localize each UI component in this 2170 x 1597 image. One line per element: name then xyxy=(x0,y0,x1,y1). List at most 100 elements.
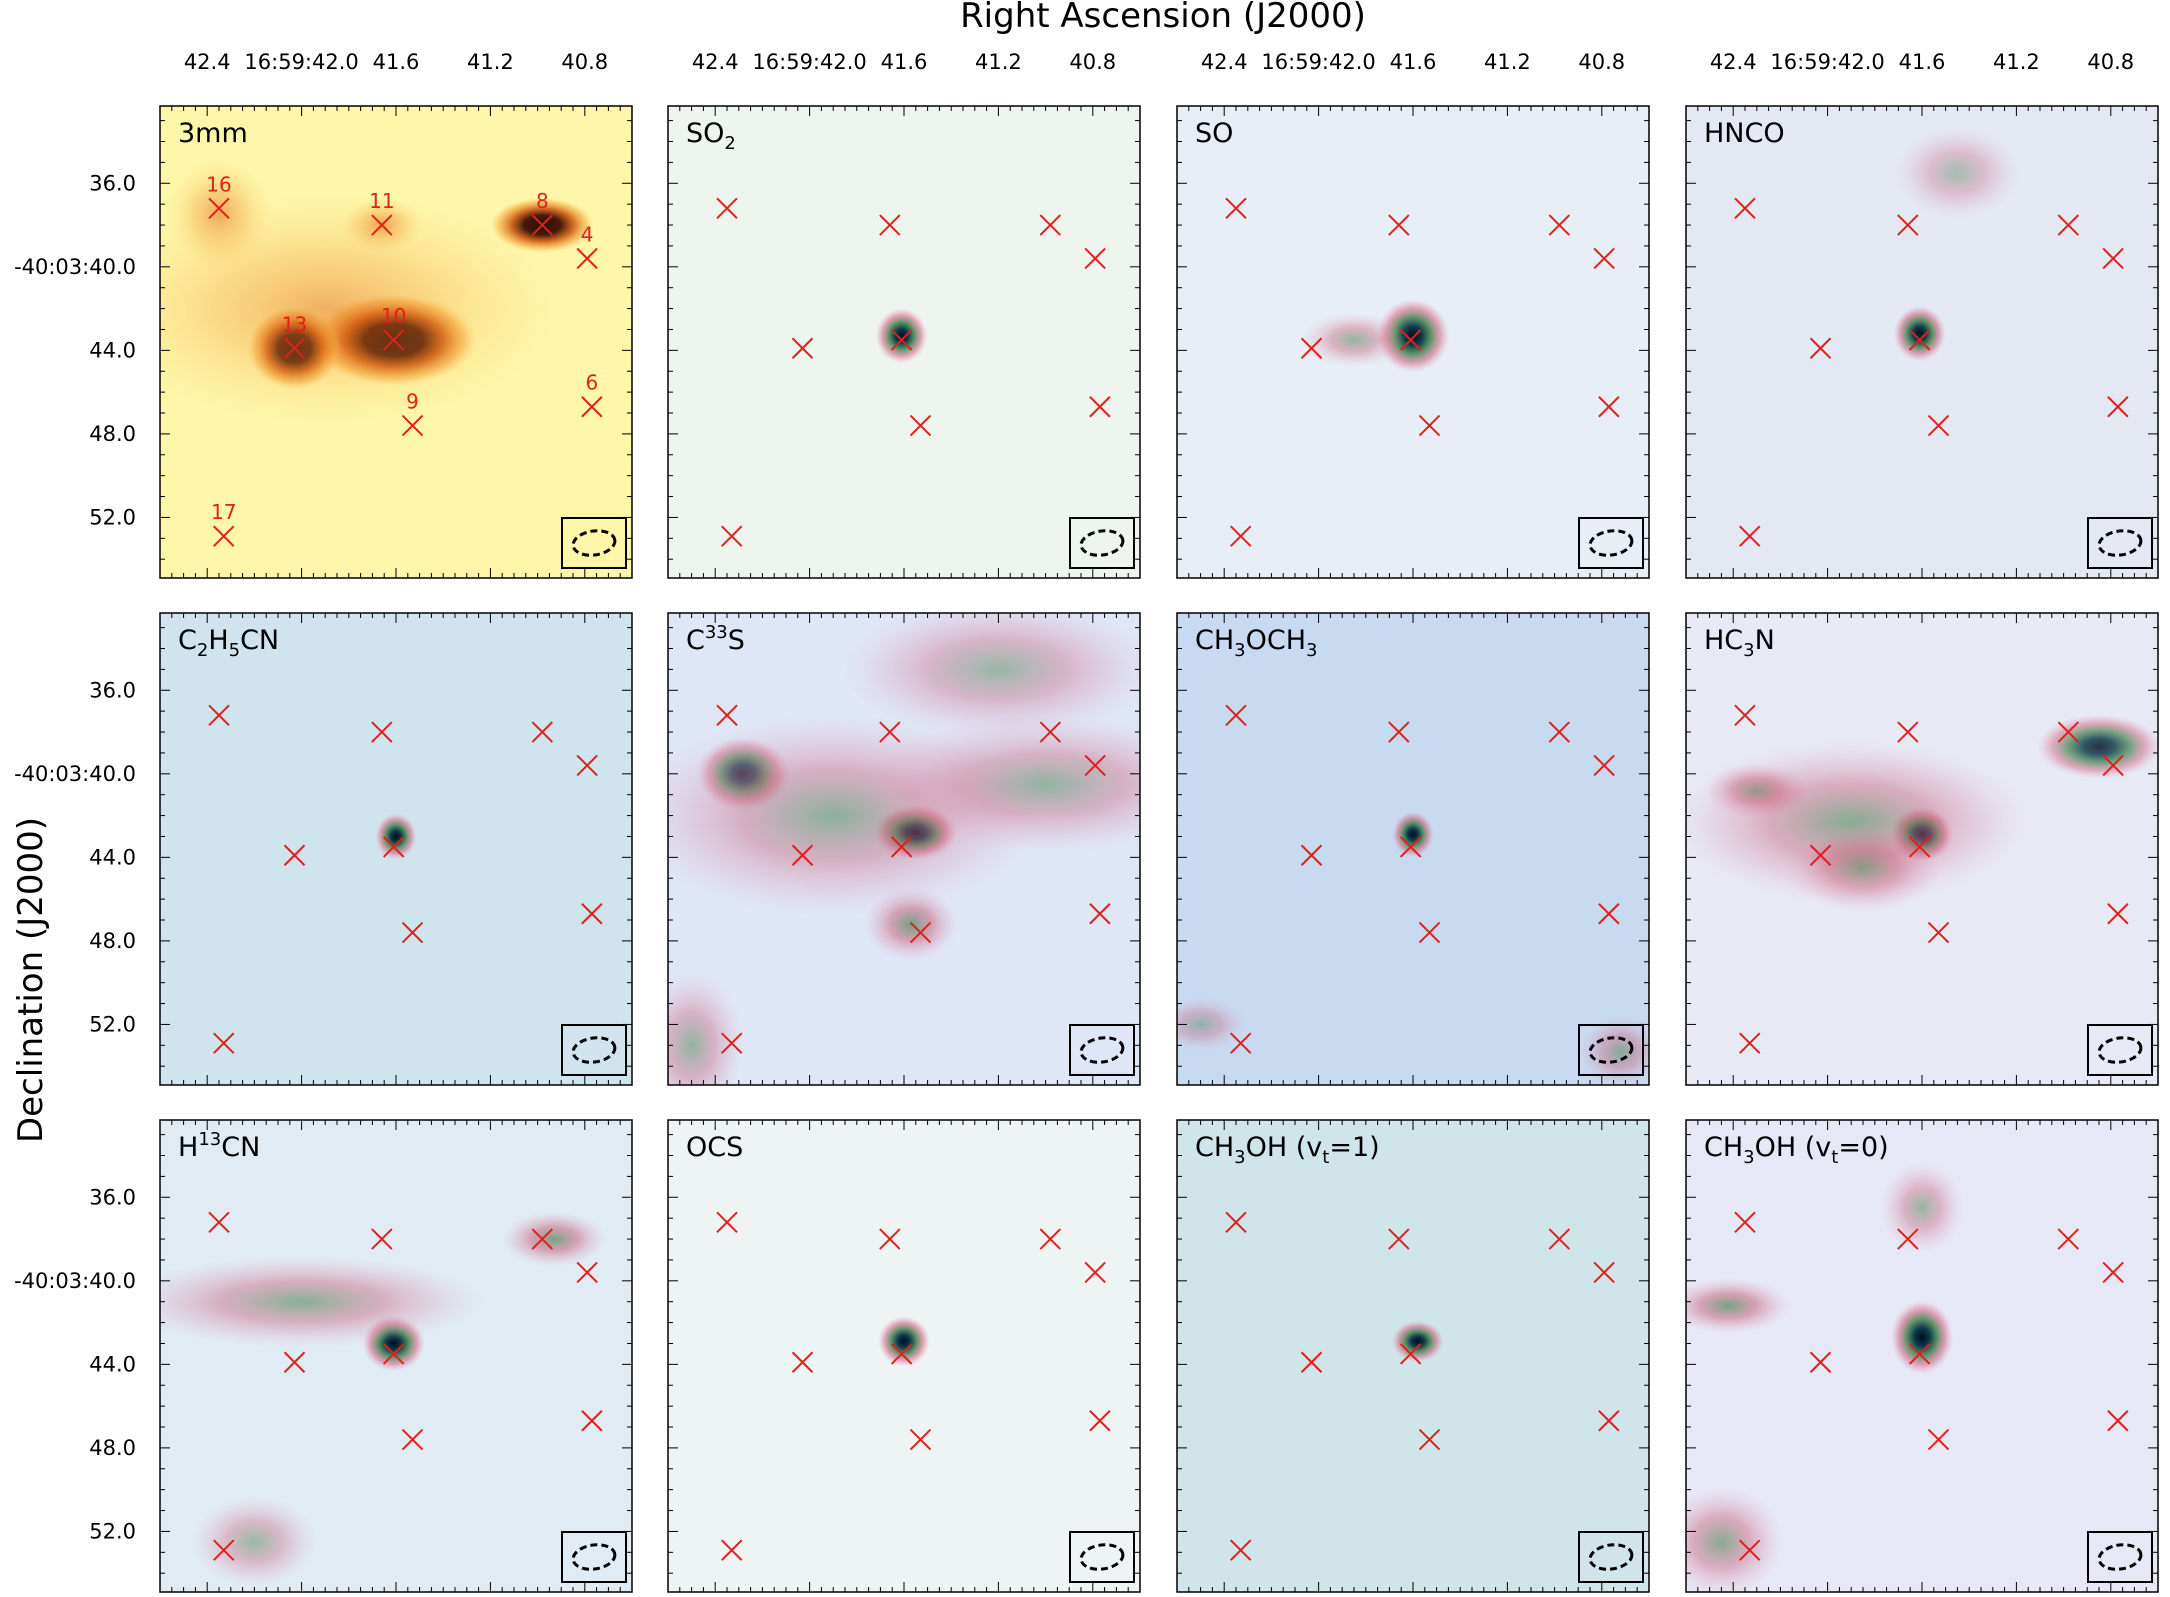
source-marker-16 xyxy=(1734,1211,1756,1234)
beam-ellipse xyxy=(571,529,617,557)
source-label-6: 6 xyxy=(586,371,599,395)
y-tick-label: 52.0 xyxy=(89,1519,136,1543)
source-marker-8 xyxy=(531,214,554,236)
source-label-16: 16 xyxy=(206,172,231,196)
emission-peak xyxy=(1391,1320,1444,1363)
source-marker-10 xyxy=(382,329,405,351)
y-tick-label: 36.0 xyxy=(89,678,136,702)
emission-peak xyxy=(192,1495,317,1588)
y-tick-label: 48.0 xyxy=(89,929,136,953)
beam-box xyxy=(561,517,627,569)
source-marker-11 xyxy=(1897,1228,1919,1250)
source-marker-6 xyxy=(1598,1410,1620,1432)
source-marker-16 xyxy=(1225,197,1247,220)
source-marker-10 xyxy=(1908,1343,1931,1365)
source-marker-11 xyxy=(1897,721,1919,743)
source-marker-17 xyxy=(213,1032,235,1054)
source-marker-10 xyxy=(890,1343,913,1365)
source-marker-10 xyxy=(890,836,913,858)
panel-ticks xyxy=(159,613,633,1085)
source-marker-8 xyxy=(1039,214,1062,236)
source-marker-13 xyxy=(1809,844,1832,866)
source-marker-9 xyxy=(1927,1428,1950,1451)
x-tick-label: 40.8 xyxy=(561,50,608,74)
source-marker-17 xyxy=(1739,525,1761,547)
beam-box xyxy=(1069,1531,1135,1583)
source-marker-10 xyxy=(1399,329,1422,351)
source-marker-6 xyxy=(581,1410,603,1432)
panel-label: OCS xyxy=(686,1132,743,1163)
emission-peak xyxy=(1890,1300,1954,1374)
beam-ellipse xyxy=(2097,1036,2143,1064)
panel-label: H13CN xyxy=(178,1129,260,1163)
beam-box xyxy=(561,1024,627,1076)
panel-label: CH3OH (vt=0) xyxy=(1704,1132,1889,1168)
x-axis-title: Right Ascension (J2000) xyxy=(960,0,1366,36)
panel-label: 3mm xyxy=(178,118,248,149)
source-marker-8 xyxy=(2057,1228,2080,1250)
beam-box xyxy=(1578,517,1644,569)
source-marker-13 xyxy=(1809,337,1832,359)
beam-box xyxy=(2087,1531,2153,1583)
source-label-9: 9 xyxy=(406,390,419,414)
emission-peak xyxy=(1686,1278,1791,1334)
emission-peak xyxy=(1579,1014,1649,1085)
source-marker-4 xyxy=(576,247,598,270)
x-tick-label: 41.2 xyxy=(975,50,1022,74)
beam-ellipse xyxy=(1588,1543,1634,1571)
emission-peak xyxy=(875,308,928,364)
source-marker-10 xyxy=(890,329,913,351)
source-marker-4 xyxy=(1593,754,1615,777)
panel-label: SO xyxy=(1195,118,1233,149)
source-marker-8 xyxy=(531,1228,554,1250)
source-marker-17 xyxy=(1230,1539,1252,1561)
emission-map xyxy=(1686,1161,1964,1592)
panel-ticks xyxy=(667,613,1141,1085)
x-tick-label: 42.4 xyxy=(1201,50,1248,74)
source-marker-8 xyxy=(2057,214,2080,236)
source-marker-9 xyxy=(1927,921,1950,944)
source-marker-16 xyxy=(716,1211,738,1234)
source-marker-16 xyxy=(208,704,230,727)
y-tick-label: 44.0 xyxy=(89,845,136,869)
panel-5: C33S xyxy=(667,612,1141,1086)
source-marker-13 xyxy=(791,844,814,866)
emission-map xyxy=(875,308,928,364)
beam-box xyxy=(561,1531,627,1583)
source-marker-10 xyxy=(1399,1343,1422,1365)
source-marker-13 xyxy=(1300,1351,1323,1373)
beam-box xyxy=(1069,1024,1135,1076)
source-marker-6 xyxy=(581,903,603,925)
emission-peak xyxy=(1392,811,1434,858)
emission-map xyxy=(668,613,1140,1085)
x-tick-label: 41.6 xyxy=(881,50,928,74)
source-label-13: 13 xyxy=(282,312,307,336)
y-tick-label: 52.0 xyxy=(89,1012,136,1036)
emission-peak xyxy=(1686,1486,1784,1592)
x-tick-label: 16:59:42.0 xyxy=(1770,50,1884,74)
panel-2: SO 42.4 16:59:42.0 41.6 41.2 40.8 xyxy=(1176,50,1650,579)
source-marker-11 xyxy=(879,721,901,743)
source-marker-4 xyxy=(1084,754,1106,777)
panel-7: HC3N xyxy=(1685,612,2159,1086)
source-marker-17 xyxy=(721,525,743,547)
source-marker-4 xyxy=(1593,247,1615,270)
emission-map xyxy=(1177,811,1649,1085)
source-marker-10 xyxy=(1908,836,1931,858)
source-marker-11 xyxy=(371,1228,393,1250)
source-marker-6 xyxy=(2107,1410,2129,1432)
beam-ellipse xyxy=(571,1543,617,1571)
panel-label: CH3OCH3 xyxy=(1195,625,1317,661)
source-marker-13 xyxy=(1809,1351,1832,1373)
panel-label: C2H5CN xyxy=(178,625,279,661)
beam-ellipse xyxy=(1079,1036,1125,1064)
x-tick-label: 16:59:42.0 xyxy=(1261,50,1375,74)
panel-6: CH3OCH3 xyxy=(1176,612,1650,1086)
source-marker-8 xyxy=(1039,1228,1062,1250)
y-tick-label: -40:03:40.0 xyxy=(14,762,136,786)
emission-peak xyxy=(160,1255,484,1348)
y-tick-label: -40:03:40.0 xyxy=(14,255,136,279)
source-marker-6 xyxy=(1089,396,1111,418)
x-tick-label: 40.8 xyxy=(1069,50,1116,74)
panel-ticks xyxy=(1685,613,2159,1085)
